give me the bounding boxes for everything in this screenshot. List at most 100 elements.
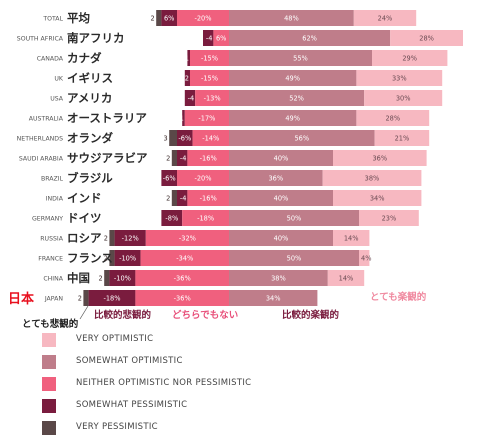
- category-label-en: FRANCE: [38, 256, 63, 263]
- bar-segment-somewhat-optimistic: [229, 190, 333, 206]
- legend-label: VERY PESSIMISTIC: [76, 422, 158, 432]
- category-label-ja: オーストラリア: [67, 111, 147, 125]
- data-label-very-optimistic: 23%: [382, 215, 397, 223]
- data-label-somewhat-optimistic: 48%: [284, 15, 299, 23]
- bar-segment-very-optimistic: [333, 150, 427, 166]
- bar-segment-somewhat-pessimistic: [88, 290, 136, 306]
- data-label-somewhat-pessimistic: -4: [188, 95, 195, 103]
- data-label-very-pessimistic: 3: [163, 135, 167, 143]
- data-label-somewhat-optimistic: 38%: [271, 275, 286, 283]
- bar-segment-somewhat-pessimistic: [184, 90, 196, 106]
- data-label-neither: -14%: [202, 135, 219, 143]
- category-label-ja: アメリカ: [67, 91, 112, 105]
- bar-segment-very-optimistic: [327, 270, 365, 286]
- bar-segment-neither: [190, 50, 229, 66]
- data-label-somewhat-pessimistic: -4: [206, 35, 213, 43]
- annotation-somewhat-optimistic: 比較的楽観的: [282, 309, 340, 321]
- annotation-very-pessimistic: とても悲観的: [22, 318, 79, 330]
- bar-segment-somewhat-pessimistic: [177, 150, 188, 166]
- bar-segment-somewhat-optimistic: [229, 210, 359, 226]
- bar-segment-very-optimistic: [390, 30, 463, 46]
- bar-segment-somewhat-optimistic: [229, 70, 357, 86]
- data-label-very-optimistic: 24%: [378, 15, 393, 23]
- data-label-very-optimistic: 28%: [385, 115, 400, 123]
- bar-segment-neither: [140, 250, 229, 266]
- bar-segment-very-pessimistic: [109, 250, 115, 266]
- bar-segment-somewhat-pessimistic: [114, 230, 146, 246]
- bar-segment-somewhat-optimistic: [229, 110, 357, 126]
- data-label-neither: -18%: [197, 215, 214, 223]
- data-label-very-optimistic: 38%: [365, 175, 380, 183]
- category-label-en: AUSTRALIA: [29, 116, 64, 123]
- bar-segment-very-pessimistic: [169, 130, 177, 146]
- bar-segment-neither: [135, 270, 229, 286]
- data-label-neither: -15%: [201, 55, 218, 63]
- data-label-neither: -20%: [194, 15, 211, 23]
- category-label-en: SAUDI ARABIA: [19, 156, 64, 163]
- data-label-very-pessimistic: 2: [104, 255, 108, 263]
- bar-segment-somewhat-pessimistic: [187, 50, 190, 66]
- bar-segment-very-optimistic: [359, 250, 370, 266]
- data-label-somewhat-pessimistic: 2: [185, 75, 189, 83]
- data-label-somewhat-pessimistic: -8%: [165, 215, 178, 223]
- data-label-very-optimistic: 4%: [361, 255, 371, 263]
- bar-segment-somewhat-pessimistic: [184, 70, 190, 86]
- legend-label: SOMEWHAT PESSIMISTIC: [76, 400, 188, 410]
- bar-segment-very-pessimistic: [171, 150, 177, 166]
- category-label-en: INDIA: [46, 196, 64, 203]
- category-label-en: SOUTH AFRICA: [17, 36, 64, 43]
- category-label-ja: 中国: [67, 271, 90, 285]
- category-label-en: NETHERLANDS: [17, 136, 63, 143]
- bar-segment-somewhat-optimistic: [229, 250, 359, 266]
- category-label-en: CHINA: [43, 276, 63, 283]
- bar-segment-somewhat-pessimistic: [109, 270, 136, 286]
- bar-segment-somewhat-pessimistic: [203, 30, 214, 46]
- data-label-somewhat-optimistic: 34%: [266, 295, 281, 303]
- bar-segment-somewhat-optimistic: [229, 90, 365, 106]
- annotation-very-optimistic: とても楽観的: [370, 291, 427, 303]
- data-label-somewhat-optimistic: 40%: [274, 155, 289, 163]
- data-label-very-optimistic: 30%: [396, 95, 411, 103]
- bar-segment-very-optimistic: [359, 210, 419, 226]
- legend-swatch: [42, 333, 56, 347]
- data-label-somewhat-optimistic: 50%: [287, 255, 302, 263]
- bar-segment-very-optimistic: [374, 130, 430, 146]
- category-label-ja: イギリス: [67, 71, 113, 85]
- bar-segment-somewhat-pessimistic: [182, 110, 185, 126]
- bar-segment-somewhat-pessimistic: [161, 210, 183, 226]
- bar-segment-somewhat-optimistic: [229, 50, 372, 66]
- data-label-neither: 6%: [216, 35, 226, 43]
- data-label-neither: -36%: [174, 275, 191, 283]
- bar-segment-somewhat-optimistic: [229, 30, 391, 46]
- category-label-ja: ブラジル: [67, 171, 113, 185]
- bar-segment-somewhat-pessimistic: [114, 250, 141, 266]
- bar-segment-very-optimistic: [333, 190, 422, 206]
- category-label-en: CANADA: [37, 56, 64, 63]
- data-label-very-optimistic: 29%: [402, 55, 417, 63]
- bar-segment-somewhat-optimistic: [229, 10, 354, 26]
- category-label-ja: ロシア: [67, 231, 102, 245]
- bar-segment-very-pessimistic: [83, 290, 89, 306]
- category-label-en: GERMANY: [32, 216, 63, 223]
- data-label-somewhat-pessimistic: -10%: [119, 255, 136, 263]
- bar-segment-neither: [213, 30, 229, 46]
- bar-segment-very-pessimistic: [171, 190, 177, 206]
- bar-segment-neither: [177, 170, 229, 186]
- category-label-ja: インド: [67, 191, 102, 205]
- legend-swatch: [42, 355, 56, 369]
- bar-segment-somewhat-optimistic: [229, 170, 323, 186]
- data-label-very-pessimistic: 2: [104, 235, 108, 243]
- bar-segment-neither: [177, 10, 229, 26]
- data-label-neither: -36%: [174, 295, 191, 303]
- category-label-en: USA: [50, 96, 64, 103]
- data-label-somewhat-optimistic: 40%: [274, 235, 289, 243]
- bar-segment-somewhat-optimistic: [229, 130, 375, 146]
- data-label-somewhat-optimistic: 49%: [285, 75, 300, 83]
- annotation-neither: どちらでもない: [172, 309, 238, 321]
- legend-label: NEITHER OPTIMISTIC NOR PESSIMISTIC: [76, 378, 252, 388]
- data-label-very-optimistic: 33%: [392, 75, 407, 83]
- data-label-very-pessimistic: 2: [166, 155, 170, 163]
- data-label-somewhat-optimistic: 40%: [274, 195, 289, 203]
